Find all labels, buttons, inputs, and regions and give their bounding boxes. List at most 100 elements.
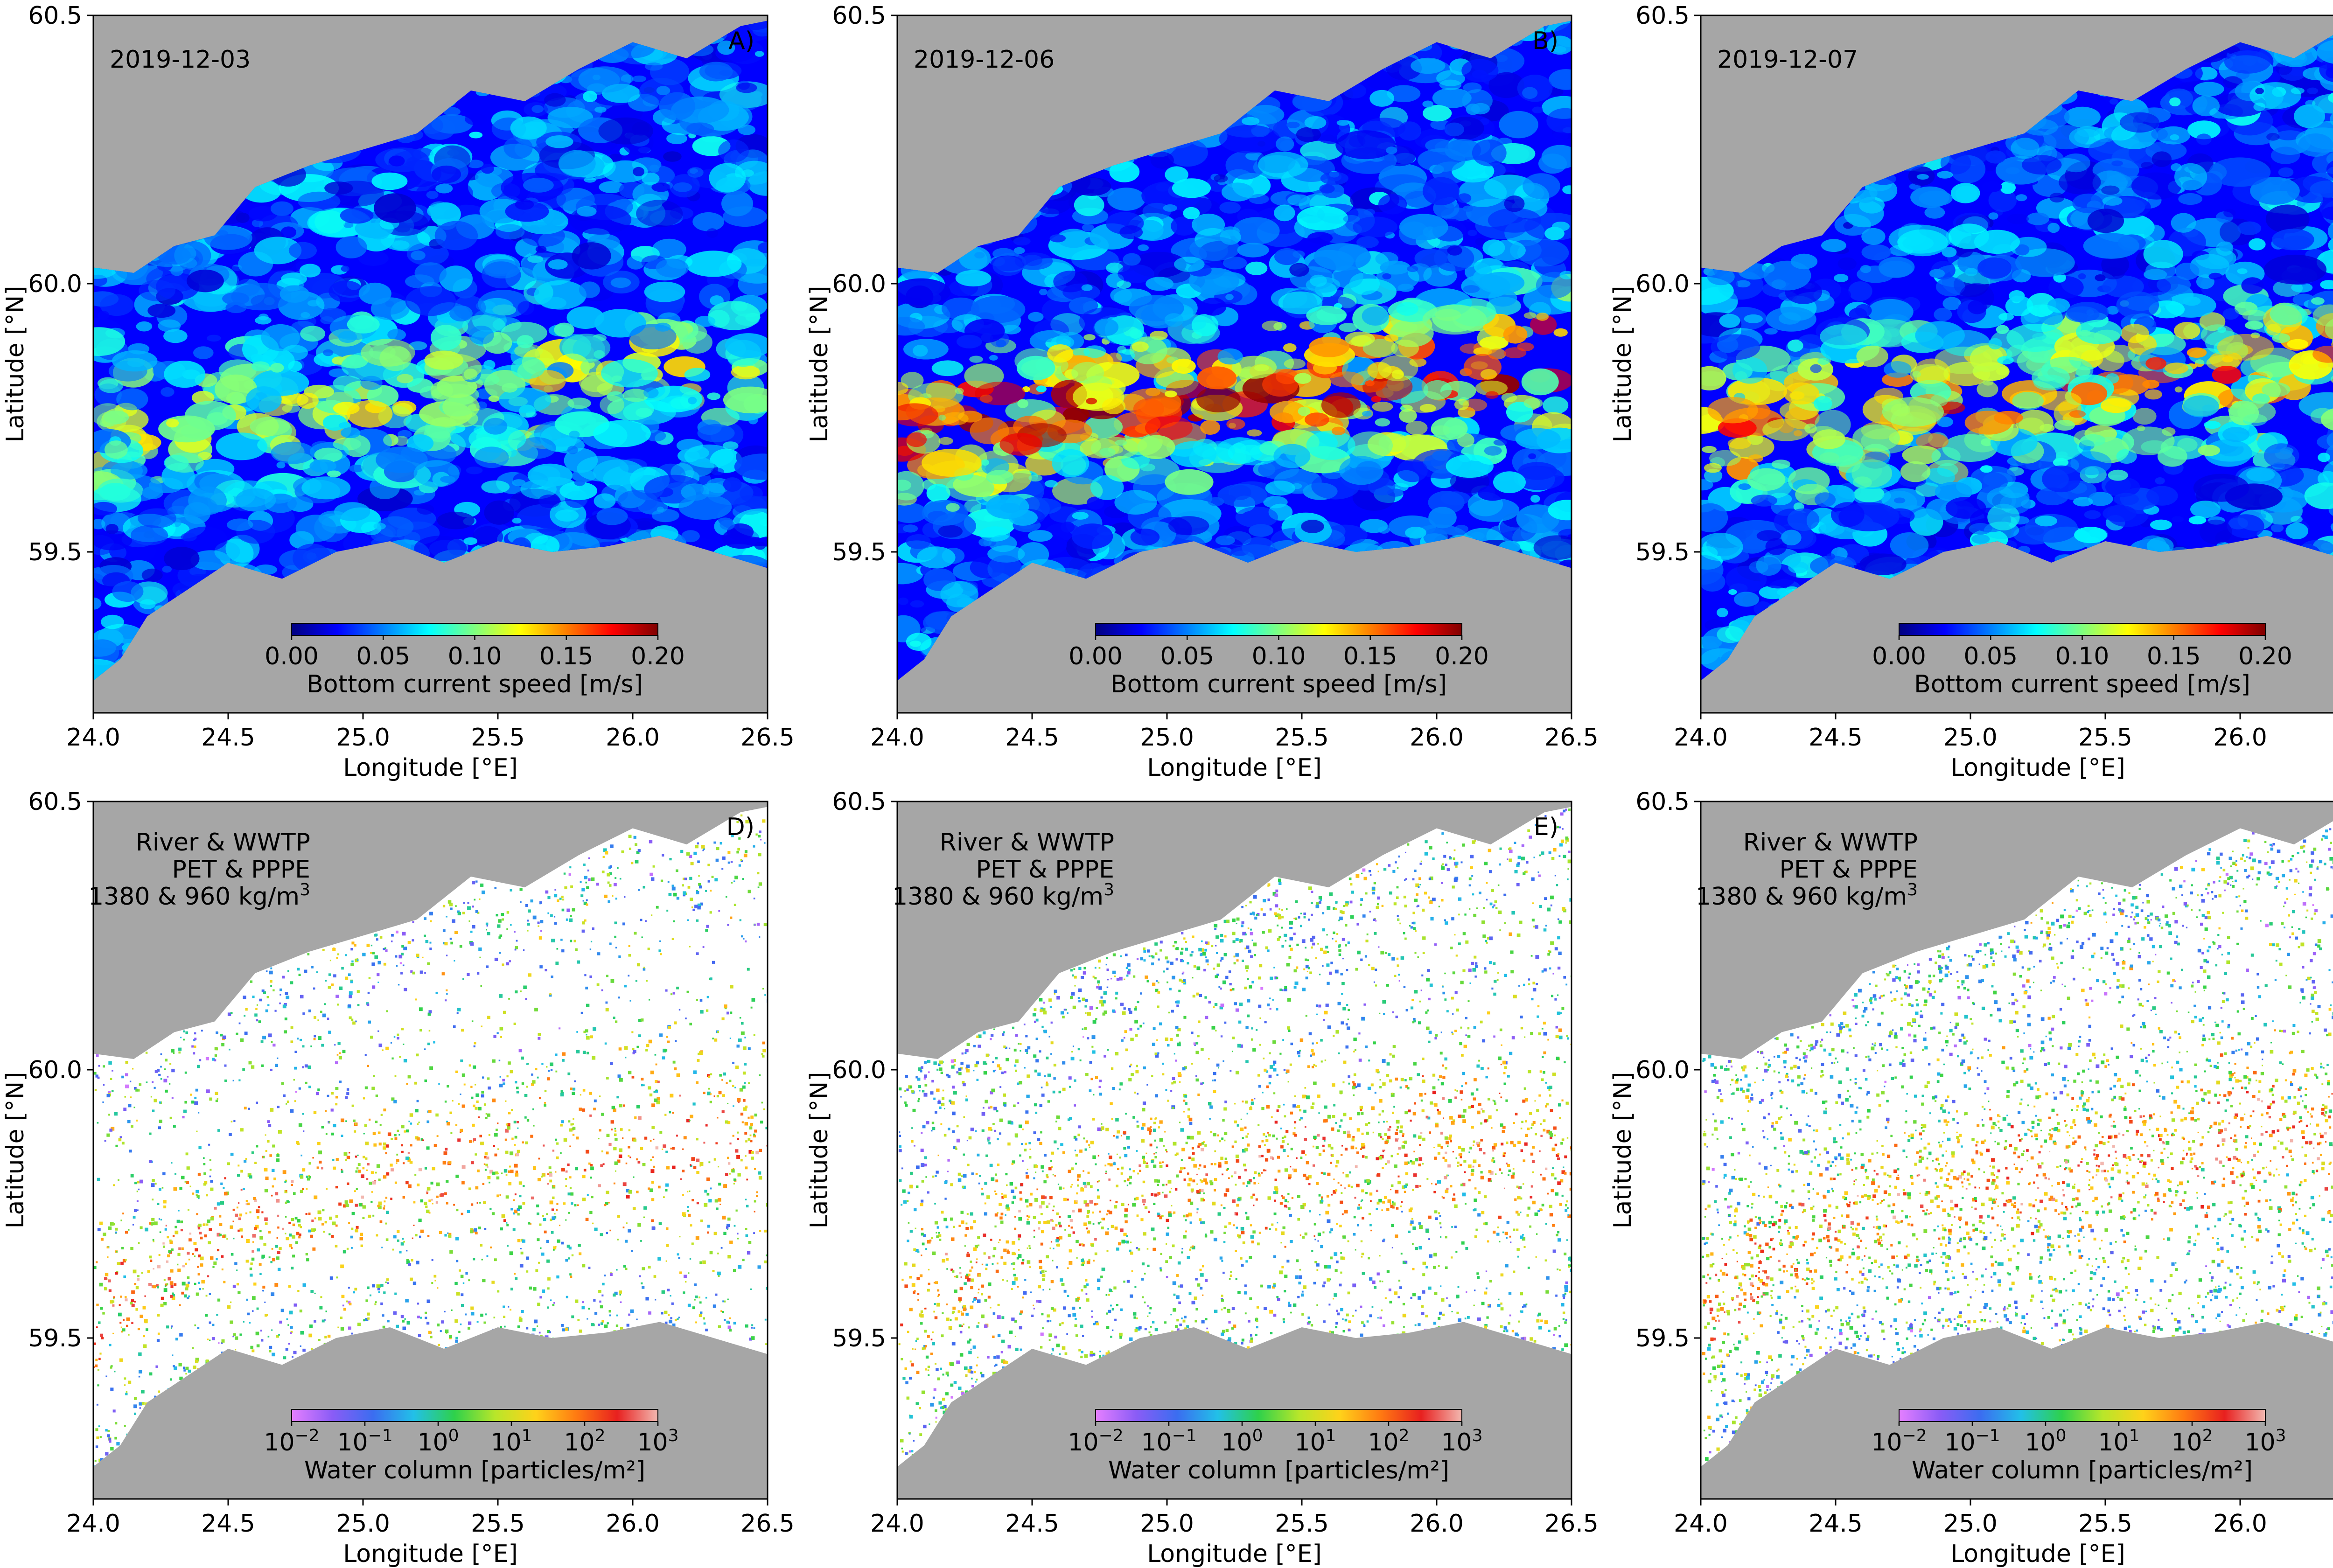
colorbar-tick-label: 0.05	[1963, 642, 2018, 670]
panel-letter: A)	[728, 27, 754, 55]
x-tick-label: 24.0	[1674, 724, 1728, 752]
y-tick-label: 60.0	[1635, 1056, 1690, 1084]
x-tick-label: 26.0	[2213, 724, 2267, 752]
y-tick-label: 59.5	[832, 1324, 886, 1352]
x-tick-label: 25.5	[1275, 724, 1329, 752]
colorbar-tick-label: 102	[2171, 1426, 2213, 1456]
x-tick-label: 25.0	[336, 1510, 390, 1538]
x-tick-label: 26.0	[2213, 1510, 2267, 1538]
annotation-polymer: PET & PPPE	[1779, 856, 1918, 884]
y-tick-label: 60.0	[832, 270, 886, 298]
colorbar-tick-label: 102	[1368, 1426, 1409, 1456]
annotation-polymer: PET & PPPE	[172, 856, 310, 884]
axes-frame	[92, 14, 768, 714]
colorbar-tick-label: 0.20	[1435, 642, 1489, 670]
map-panel-top-1: 24.0 24.5 25.0 25.5 26.0 26.5 59.5 60.0 60.5 Long…	[1, 2, 795, 782]
annotation-density: 1380 & 960 kg/m3	[1696, 880, 1918, 911]
colorbar-tick-label: 0.15	[1343, 642, 1397, 670]
annotation-density: 1380 & 960 kg/m3	[88, 880, 310, 911]
x-tick-label: 26.0	[606, 724, 660, 752]
y-tick-label: 59.5	[28, 538, 82, 566]
y-tick-label: 60.5	[28, 788, 82, 816]
colorbar-gradient	[1899, 623, 2266, 636]
colorbar-gradient	[291, 1409, 658, 1422]
x-tick-label: 24.0	[870, 724, 924, 752]
y-tick-label: 60.5	[1635, 788, 1690, 816]
colorbar-tick-label: 100	[2025, 1426, 2066, 1456]
x-tick-label: 24.5	[1005, 724, 1059, 752]
colorbar-tick-label: 100	[1221, 1426, 1263, 1456]
x-tick-label: 25.5	[2078, 1510, 2132, 1538]
axes-frame	[1700, 14, 2333, 714]
map-panel-bottom-2: 24.0 24.5 25.0 25.5 26.0 26.5 59.5 60.0 60.5 Long…	[805, 788, 1599, 1568]
y-axis-label: Latitude [°N]	[805, 286, 833, 442]
x-axis-label: Longitude [°E]	[343, 754, 518, 782]
panel-date: 2019-12-07	[1717, 46, 1858, 74]
x-tick-label: 26.5	[740, 724, 795, 752]
x-tick-label: 24.0	[870, 1510, 924, 1538]
annotation-polymer: PET & PPPE	[976, 856, 1114, 884]
colorbar-tick-label: 0.10	[1252, 642, 1306, 670]
y-tick-label: 60.0	[28, 1056, 82, 1084]
y-axis-label: Latitude [°N]	[1609, 1072, 1637, 1228]
axes-frame	[896, 801, 1572, 1500]
x-tick-label: 25.0	[1943, 724, 1998, 752]
colorbar-label: Bottom current speed [m/s]	[1111, 670, 1447, 698]
colorbar-tick-label: 0.00	[1872, 642, 1926, 670]
x-tick-label: 26.0	[606, 1510, 660, 1538]
colorbar-label: Water column [particles/m²]	[1912, 1456, 2253, 1484]
x-axis-label: Longitude [°E]	[1147, 1540, 1322, 1568]
colorbar-tick-label: 10−2	[1871, 1426, 1927, 1456]
x-tick-label: 25.0	[1140, 1510, 1194, 1538]
x-tick-label: 24.0	[1674, 1510, 1728, 1538]
colorbar-tick-label: 0.00	[265, 642, 319, 670]
colorbar-tick-label: 103	[1441, 1426, 1482, 1456]
colorbar-tick-label: 0.20	[2238, 642, 2292, 670]
x-tick-label: 24.5	[201, 724, 255, 752]
map-panel-bottom-1: 24.0 24.5 25.0 25.5 26.0 26.5 59.5 60.0 60.5 Long…	[1, 788, 795, 1568]
annotation-density: 1380 & 960 kg/m3	[892, 880, 1114, 911]
annotation-source: River & WWTP	[940, 829, 1114, 857]
map-panel-bottom-3: 24.024.525.025.526.026.559.560.060.5Long…	[1609, 788, 2333, 1568]
colorbar-tick-label: 0.10	[2055, 642, 2109, 670]
y-tick-label: 60.5	[28, 2, 82, 30]
x-tick-label: 26.5	[1544, 1510, 1599, 1538]
y-tick-label: 59.5	[1635, 1324, 1690, 1352]
x-tick-label: 25.0	[1943, 1510, 1998, 1538]
annotation-source: River & WWTP	[136, 829, 310, 857]
colorbar-tick-label: 10−2	[1068, 1426, 1123, 1456]
colorbar-tick-label: 103	[2244, 1426, 2286, 1456]
colorbar-tick-label: 10−1	[1141, 1426, 1196, 1456]
colorbar-tick-label: 10−1	[1944, 1426, 2000, 1456]
colorbar-tick-label: 0.20	[631, 642, 685, 670]
y-axis-label: Latitude [°N]	[805, 1072, 833, 1228]
colorbar-tick-label: 102	[564, 1426, 605, 1456]
colorbar-tick-label: 0.15	[2147, 642, 2201, 670]
x-tick-label: 24.5	[1005, 1510, 1059, 1538]
x-tick-label: 24.0	[66, 724, 120, 752]
x-tick-label: 26.0	[1410, 724, 1464, 752]
axes-frame	[1700, 801, 2333, 1500]
panel-date: 2019-12-03	[110, 46, 251, 74]
y-tick-label: 60.5	[1635, 2, 1690, 30]
y-axis-label: Latitude [°N]	[1609, 286, 1637, 442]
colorbar-tick-label: 101	[2098, 1426, 2139, 1456]
y-tick-label: 59.5	[832, 538, 886, 566]
colorbar-tick-label: 103	[637, 1426, 678, 1456]
annotation-source: River & WWTP	[1743, 829, 1918, 857]
y-axis-label: Latitude [°N]	[1, 1072, 29, 1228]
map-panel-top-2: 24.0 24.5 25.0 25.5 26.0 26.5 59.5 60.0 60.5 Long…	[805, 2, 1599, 782]
x-tick-label: 26.5	[740, 1510, 795, 1538]
axes-frame	[896, 14, 1572, 714]
y-tick-label: 59.5	[1635, 538, 1690, 566]
x-axis-label: Longitude [°E]	[1950, 1540, 2125, 1568]
y-axis-label: Latitude [°N]	[1, 286, 29, 442]
colorbar-tick-label: 0.05	[1160, 642, 1214, 670]
x-tick-label: 24.5	[201, 1510, 255, 1538]
